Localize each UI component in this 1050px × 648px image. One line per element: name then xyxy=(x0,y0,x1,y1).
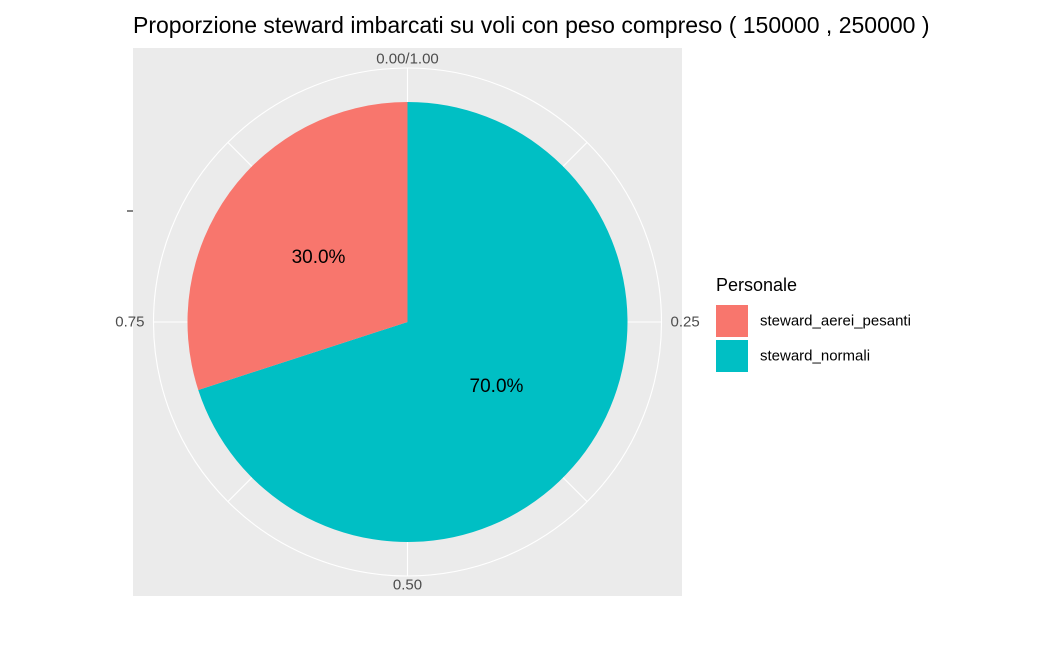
chart-title: Proporzione steward imbarcati su voli co… xyxy=(133,12,930,38)
legend-key-steward_aerei_pesanti xyxy=(716,305,748,337)
angle-tick-label: 0.00/1.00 xyxy=(376,51,439,68)
slice-label-steward_aerei_pesanti: 30.0% xyxy=(292,247,346,268)
angle-tick-label: 0.75 xyxy=(115,314,144,331)
pie-slices xyxy=(187,102,628,542)
slice-labels: 70.0% 30.0% xyxy=(292,247,524,397)
slice-steward_normali xyxy=(198,102,628,542)
slice-steward_aerei_pesanti xyxy=(187,102,408,390)
angle-tick-label: 0.25 xyxy=(671,314,700,331)
legend-label-steward_aerei_pesanti: steward_aerei_pesanti xyxy=(760,313,911,330)
slice-label-steward_normali: 70.0% xyxy=(470,376,524,397)
legend-label-steward_normali: steward_normali xyxy=(760,348,870,365)
legend-key-steward_normali xyxy=(716,340,748,372)
legend-title: Personale xyxy=(716,275,797,295)
legend-items: steward_aerei_pesanti steward_normali xyxy=(716,305,911,372)
angle-ticks: 0.00/1.00 0.25 0.50 0.75 xyxy=(115,51,699,594)
angle-tick-label: 0.50 xyxy=(393,577,422,594)
legend: Personale steward_aerei_pesanti steward_n… xyxy=(716,275,911,372)
